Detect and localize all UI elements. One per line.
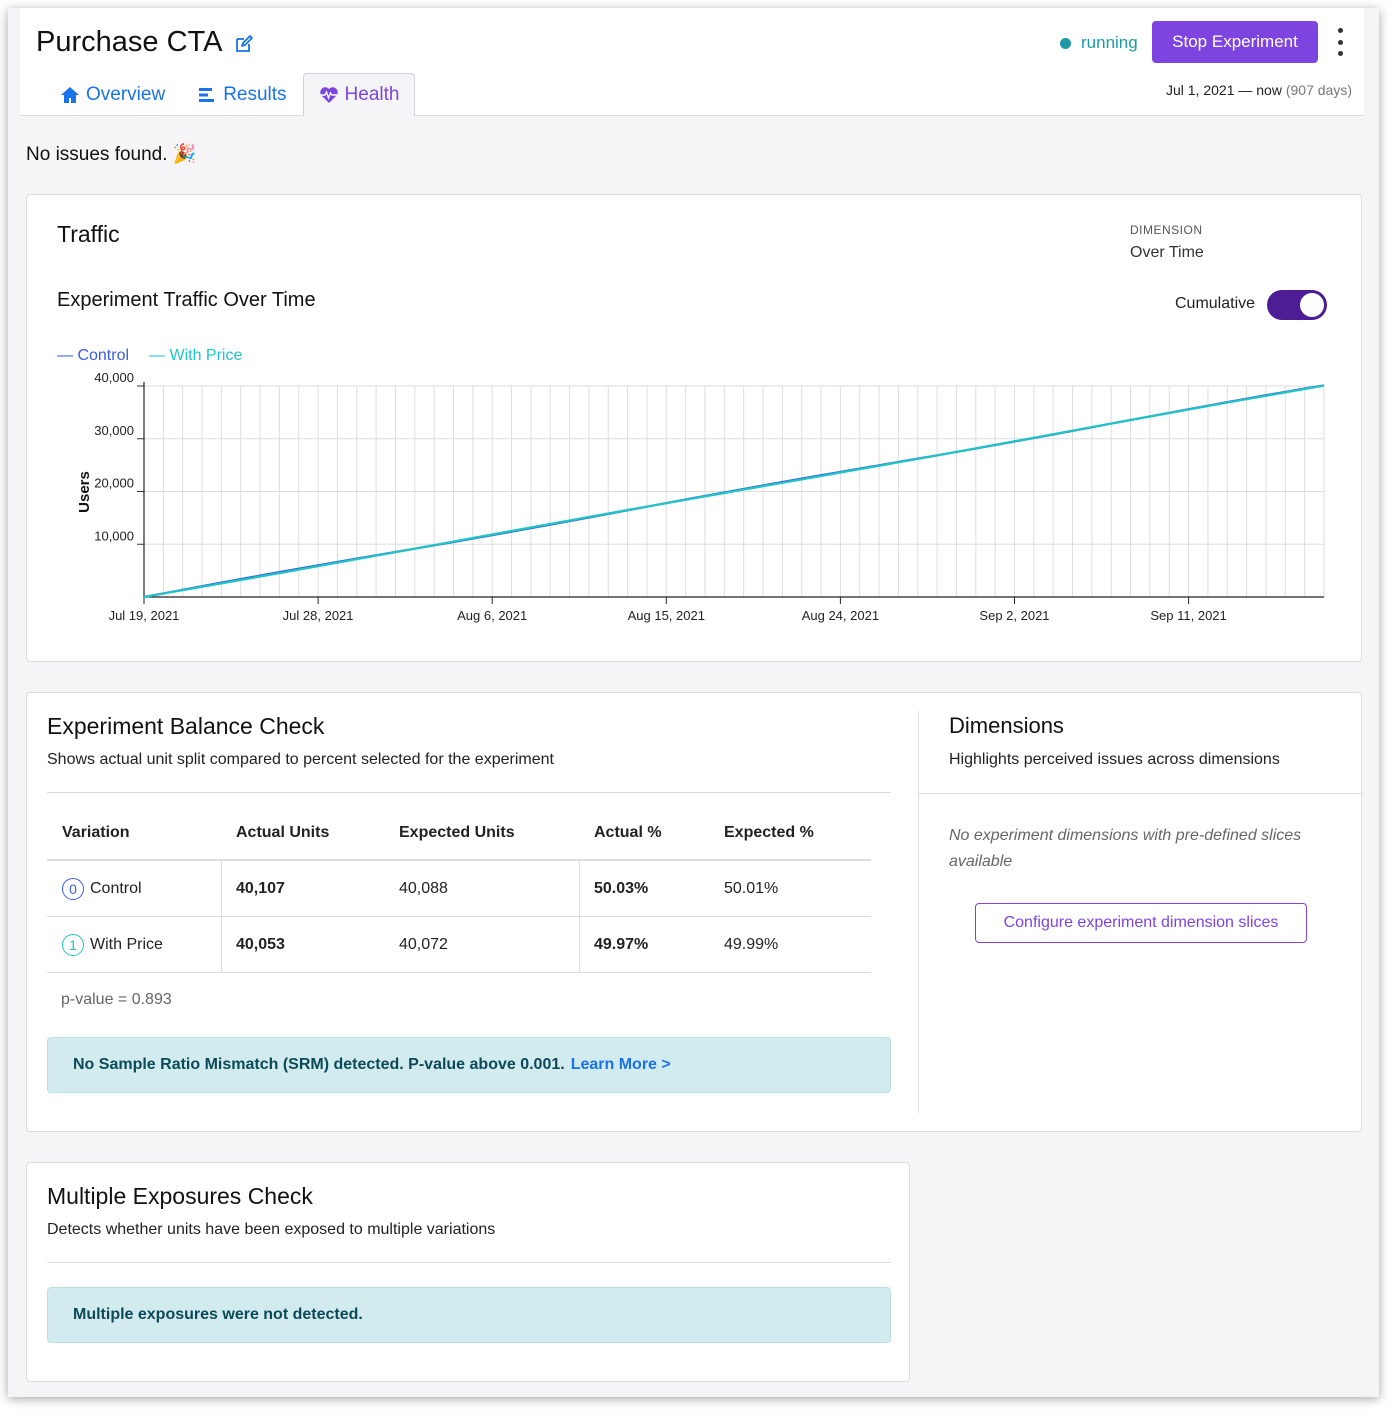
date-range: Jul 1, 2021 — now (907 days) <box>1166 82 1352 98</box>
status-indicator: running <box>1060 33 1138 53</box>
dimensions-empty-text: No experiment dimensions with pre-define… <box>949 827 1302 870</box>
dimensions-subtitle: Highlights perceived issues across dimen… <box>949 751 1280 768</box>
stop-experiment-button[interactable]: Stop Experiment <box>1152 21 1318 63</box>
actual-units: 40,053 <box>236 935 285 953</box>
exposure-alert-text: Multiple exposures were not detected. <box>73 1306 363 1323</box>
app-frame: Purchase CTA running Stop Experiment Jul… <box>8 8 1379 1397</box>
tab-overview-label: Overview <box>86 83 166 105</box>
date-range-duration: (907 days) <box>1285 82 1352 98</box>
status-dot <box>1060 37 1071 49</box>
balance-title: Experiment Balance Check <box>47 713 325 739</box>
tab-results-label: Results <box>223 83 287 105</box>
col-actual-pct: Actual % <box>594 824 662 841</box>
p-value: p-value = 0.893 <box>61 991 172 1008</box>
dimension-label: DIMENSION <box>1130 223 1203 237</box>
heartbeat-icon <box>319 87 338 103</box>
status-text: running <box>1081 33 1138 52</box>
configure-dimensions-button[interactable]: Configure experiment dimension slices <box>975 903 1307 943</box>
legend-control[interactable]: — Control <box>57 347 130 364</box>
tab-overview[interactable]: Overview <box>44 73 181 116</box>
table-header-row: Variation Actual Units Expected Units Ac… <box>47 807 871 861</box>
edit-icon[interactable] <box>234 34 254 54</box>
page-title: Purchase CTA <box>36 26 223 58</box>
variation-cell: 0 Control <box>62 861 142 916</box>
expected-pct: 49.99% <box>724 935 779 953</box>
issues-summary: No issues found. 🎉 <box>26 144 197 165</box>
learn-more-link[interactable]: Learn More > <box>570 1056 671 1073</box>
traffic-title: Traffic <box>57 221 120 247</box>
variation-name: With Price <box>90 935 163 953</box>
section-divider <box>918 711 919 1113</box>
variation-name: Control <box>90 879 142 897</box>
expected-pct: 50.01% <box>724 879 779 897</box>
experiment-header: Purchase CTA running Stop Experiment Jul… <box>20 8 1364 116</box>
legend-with-price[interactable]: — With Price <box>149 347 243 364</box>
exposure-subtitle: Detects whether units have been exposed … <box>47 1221 496 1238</box>
x-tick-label: Jul 19, 2021 <box>109 608 180 623</box>
home-icon <box>61 86 79 103</box>
tab-health-label: Health <box>344 84 400 105</box>
y-tick-label: 10,000 <box>94 528 134 543</box>
table-row: 0 Control 40,107 40,088 50.03% 50.01% <box>47 861 871 917</box>
col-actual-units: Actual Units <box>236 824 330 841</box>
expected-units: 40,088 <box>399 879 448 897</box>
tab-bar: Overview Results Health <box>44 73 416 116</box>
traffic-chart: 10,000 20,000 30,000 40,000 Jul 19, 2021 Jul … <box>76 370 1325 623</box>
actual-pct: 49.97% <box>594 935 649 953</box>
variation-cell: 1 With Price <box>62 917 163 972</box>
tab-results[interactable]: Results <box>181 73 302 116</box>
date-range-text: Jul 1, 2021 — now <box>1165 82 1282 98</box>
x-tick-label: Aug 15, 2021 <box>628 608 705 623</box>
col-variation: Variation <box>62 824 130 841</box>
variation-badge: 1 <box>62 933 84 956</box>
col-expected-units: Expected Units <box>399 824 515 841</box>
exposure-alert: Multiple exposures were not detected. <box>47 1287 891 1343</box>
srm-alert: No Sample Ratio Mismatch (SRM) detected.… <box>47 1037 891 1093</box>
dimension-select[interactable]: Over Time <box>1130 244 1204 261</box>
balance-card: Experiment Balance Check Shows actual un… <box>26 692 1363 1132</box>
actual-pct: 50.03% <box>594 879 649 897</box>
exposure-title: Multiple Exposures Check <box>47 1183 313 1209</box>
traffic-card: Traffic DIMENSION Over Time Experiment T… <box>26 194 1362 662</box>
x-tick-label: Aug 24, 2021 <box>802 608 879 623</box>
divider <box>47 792 891 793</box>
x-tick-label: Sep 2, 2021 <box>979 608 1049 623</box>
divider <box>47 1262 891 1263</box>
x-tick-label: Aug 6, 2021 <box>457 608 527 623</box>
dimensions-title: Dimensions <box>949 713 1064 738</box>
cumulative-toggle[interactable] <box>1267 290 1327 320</box>
cumulative-label: Cumulative <box>1175 295 1256 312</box>
y-tick-label: 40,000 <box>94 370 134 385</box>
tab-health[interactable]: Health <box>302 73 416 116</box>
balance-table: Variation Actual Units Expected Units Ac… <box>47 807 871 973</box>
x-tick-label: Jul 28, 2021 <box>283 608 354 623</box>
more-options-icon[interactable] <box>1336 28 1344 56</box>
y-axis-label: Users <box>76 471 93 513</box>
y-tick-label: 20,000 <box>94 476 134 491</box>
chart-title: Experiment Traffic Over Time <box>57 289 316 311</box>
series-line-with-price <box>143 384 1325 599</box>
balance-subtitle: Shows actual unit split compared to perc… <box>47 751 554 768</box>
table-row: 1 With Price 40,053 40,072 49.97% 49.99% <box>47 917 871 973</box>
srm-alert-text: No Sample Ratio Mismatch (SRM) detected.… <box>73 1056 565 1073</box>
exposure-card: Multiple Exposures Check Detects whether… <box>26 1162 910 1382</box>
actual-units: 40,107 <box>236 879 285 897</box>
x-tick-label: Sep 11, 2021 <box>1150 608 1226 623</box>
divider <box>919 793 1363 794</box>
variation-badge: 0 <box>62 877 84 900</box>
col-expected-pct: Expected % <box>724 824 814 841</box>
expected-units: 40,072 <box>399 935 448 953</box>
y-tick-label: 30,000 <box>94 423 134 438</box>
bar-chart-icon <box>199 87 215 102</box>
chart-legend: — Control — With Price <box>57 347 242 365</box>
